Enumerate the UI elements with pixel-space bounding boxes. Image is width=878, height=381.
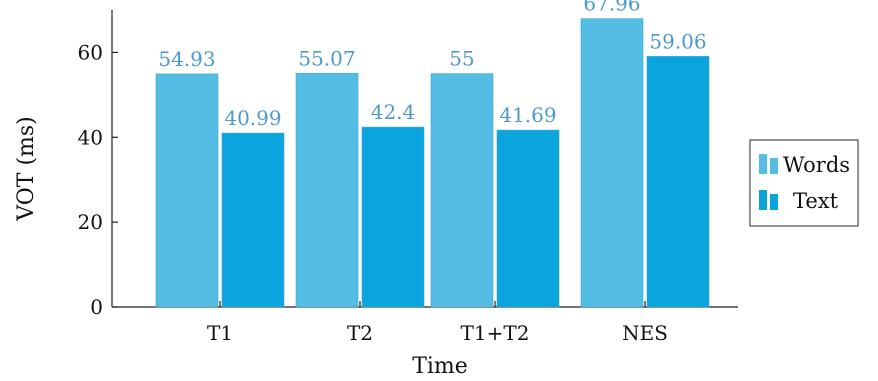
data-label-text-t1: 40.99 bbox=[224, 106, 281, 130]
y-tick-label: 0 bbox=[90, 295, 103, 319]
bar-text-t1 bbox=[221, 132, 285, 308]
data-label-words-t1: 54.93 bbox=[158, 47, 215, 71]
y-axis-title: VOT (ms) bbox=[14, 116, 39, 222]
legend-swatch-words-b bbox=[770, 158, 778, 174]
bar-text-nes bbox=[646, 56, 710, 308]
data-labels: 54.93 40.99 55.07 42.4 55 41.69 67.96 59.06 bbox=[158, 0, 706, 130]
data-label-text-nes: 59.06 bbox=[649, 29, 706, 53]
legend-swatch-words bbox=[759, 154, 767, 174]
x-tick-labels: T1 T2 T1+T2 NES bbox=[207, 301, 668, 345]
legend-swatch-text-b bbox=[770, 194, 778, 210]
bar-text-t2 bbox=[361, 126, 425, 308]
bar-words-t1-plus-t2 bbox=[430, 73, 494, 308]
x-tick-label: T2 bbox=[347, 321, 373, 345]
data-label-words-t2: 55.07 bbox=[298, 46, 355, 70]
x-tick-label: NES bbox=[622, 321, 668, 345]
y-tick-label: 40 bbox=[78, 125, 103, 149]
bar-text-t1-plus-t2 bbox=[496, 129, 560, 308]
x-axis-title: Time bbox=[412, 354, 468, 379]
y-tick-label: 20 bbox=[78, 210, 103, 234]
data-label-text-t1-plus-t2: 41.69 bbox=[499, 103, 556, 127]
bars bbox=[155, 18, 710, 308]
data-label-text-t2: 42.4 bbox=[371, 100, 416, 124]
bar-words-t1 bbox=[155, 73, 219, 308]
legend: Words Text bbox=[749, 139, 859, 227]
legend-label-words: Words bbox=[783, 153, 850, 177]
data-label-words-t1-plus-t2: 55 bbox=[449, 47, 474, 71]
bar-words-t2 bbox=[295, 73, 359, 308]
bar-words-nes bbox=[580, 18, 644, 308]
x-tick-label: T1 bbox=[207, 321, 233, 345]
legend-swatch-text bbox=[759, 190, 767, 210]
data-label-words-nes: 67.96 bbox=[583, 0, 640, 16]
legend-label-text: Text bbox=[793, 189, 839, 213]
x-tick-label: T1+T2 bbox=[461, 321, 530, 345]
y-tick-labels: 0 20 40 60 bbox=[78, 40, 118, 319]
y-tick-label: 60 bbox=[78, 40, 103, 64]
legend-box bbox=[749, 139, 859, 227]
